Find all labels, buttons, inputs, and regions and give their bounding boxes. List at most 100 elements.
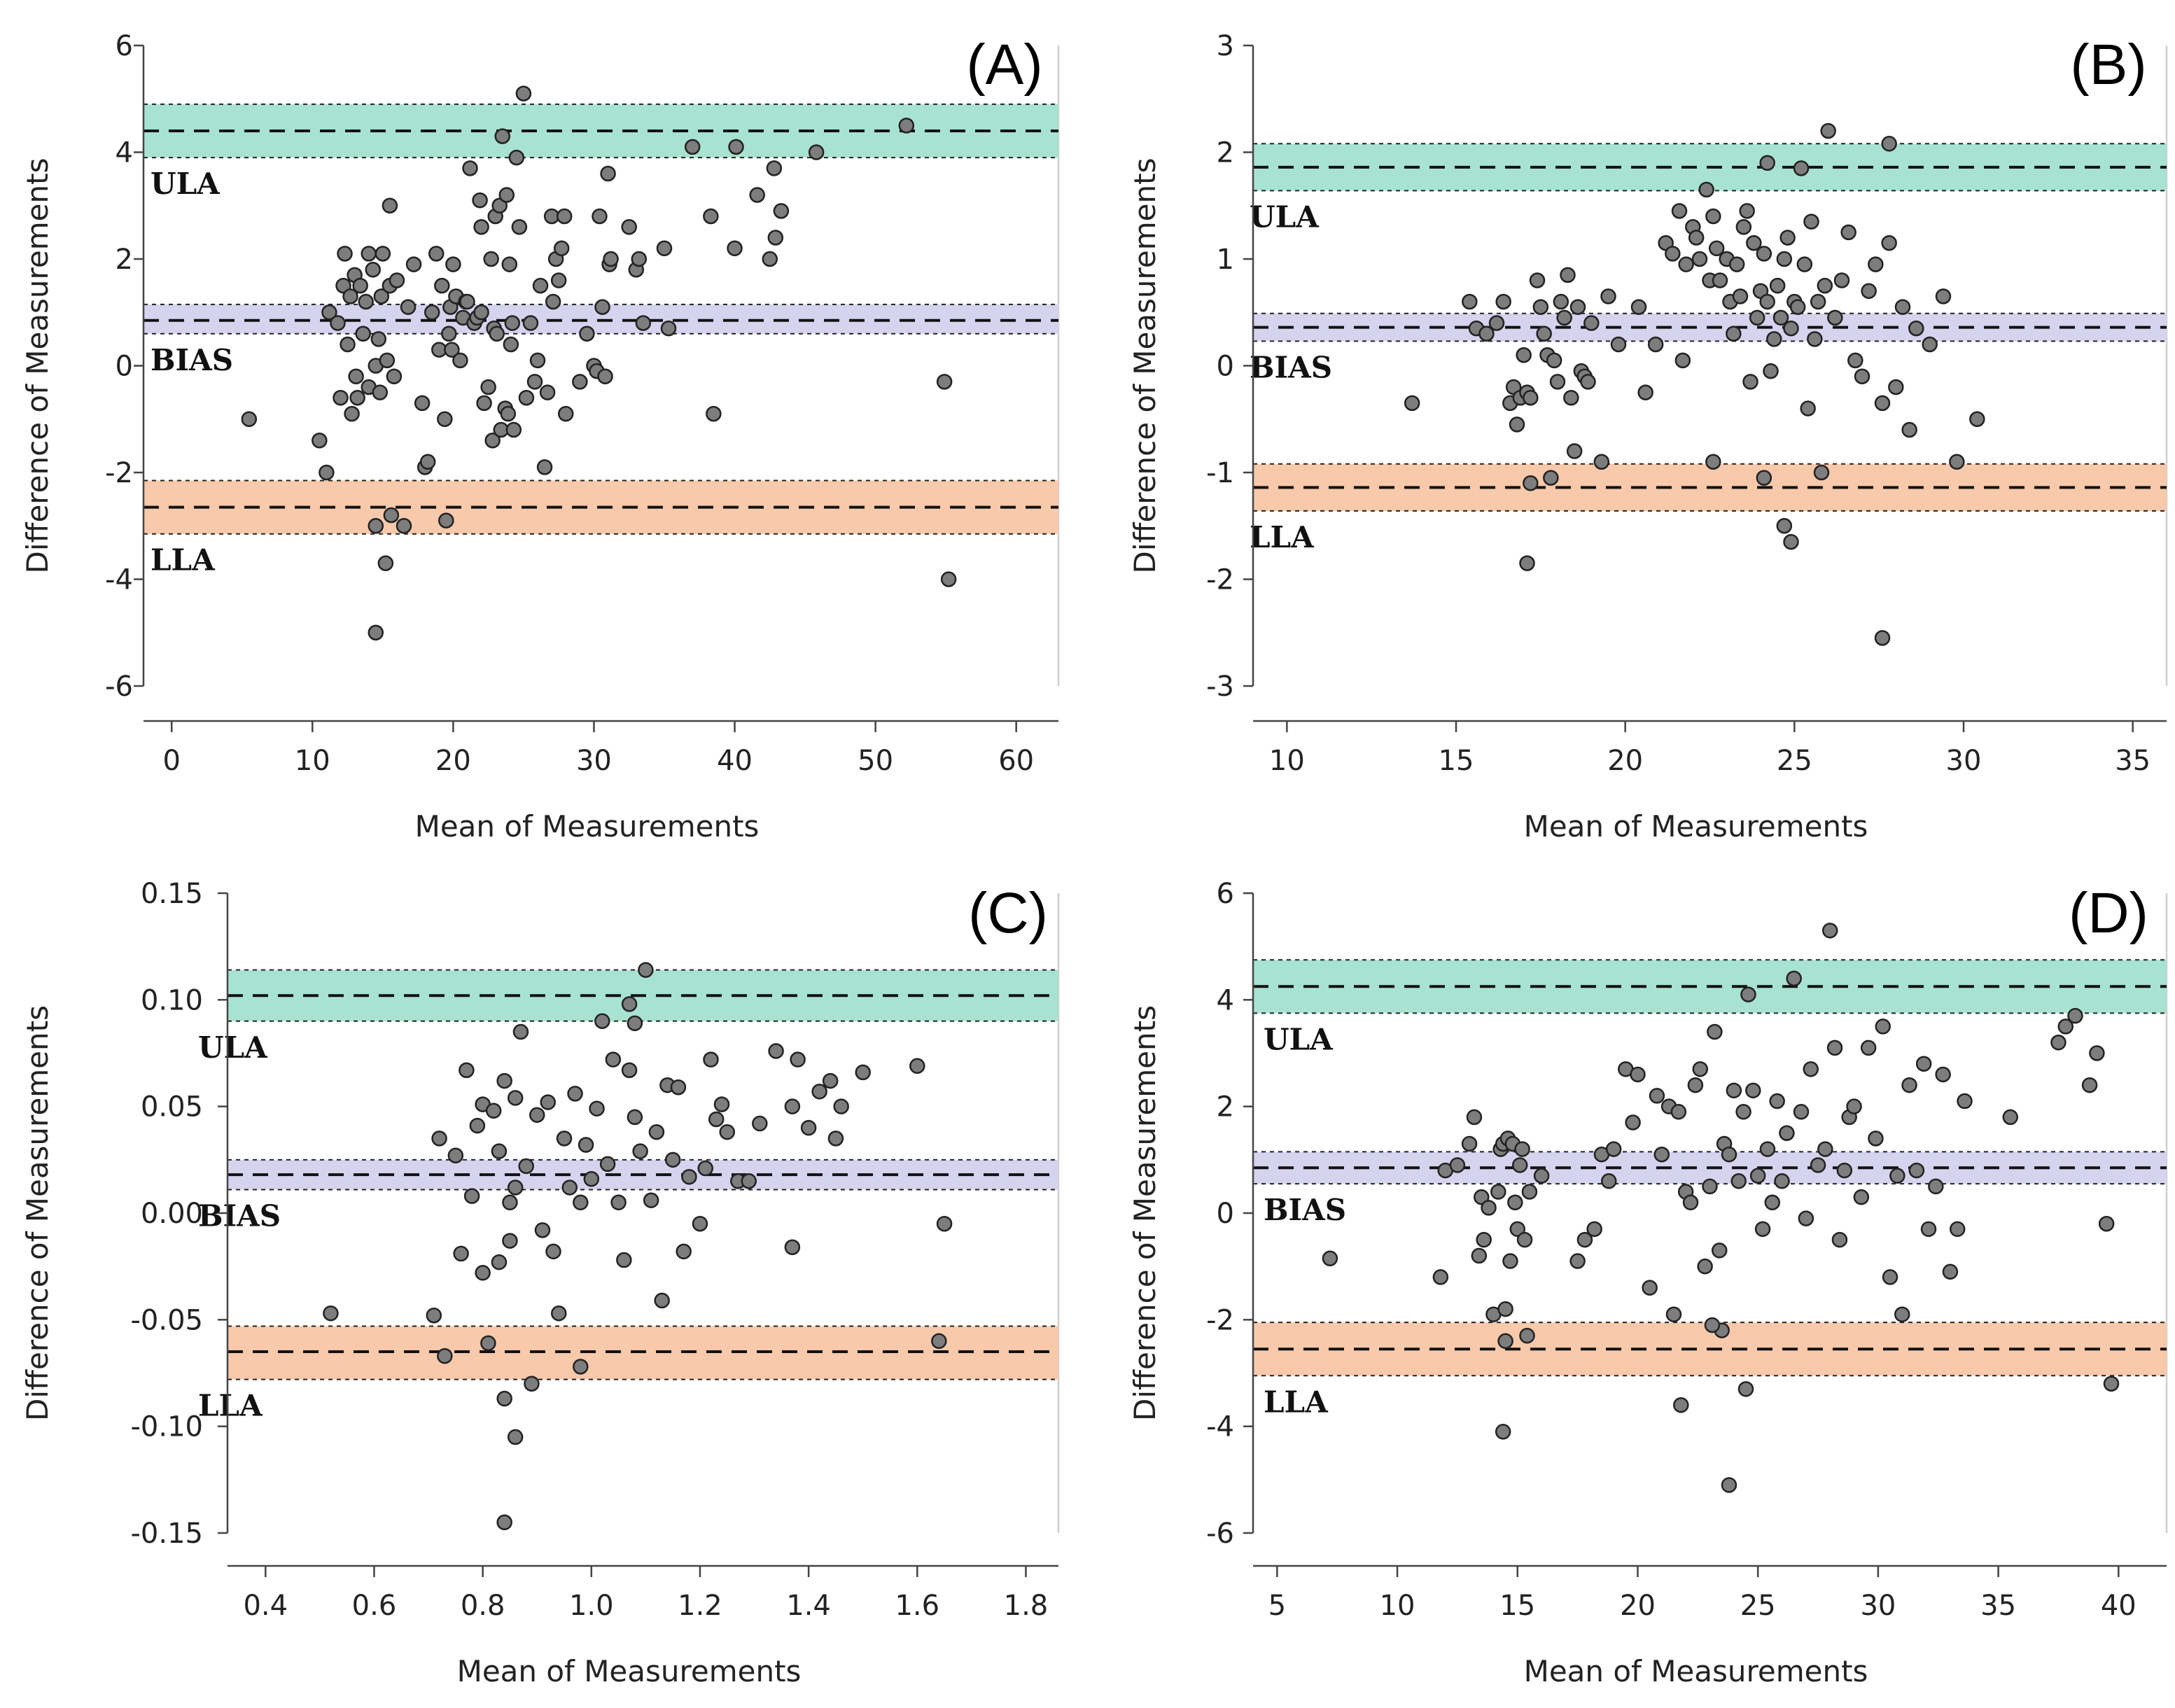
data-point: [1521, 1184, 1538, 1200]
x-tick-label: 1.6: [895, 1590, 939, 1622]
data-point: [1894, 299, 1911, 315]
data-point: [444, 342, 460, 358]
data-point: [372, 384, 389, 400]
data-point: [703, 1051, 719, 1068]
data-point: [545, 1243, 561, 1260]
data-point: [692, 1215, 708, 1232]
data-point: [1875, 1018, 1891, 1035]
data-point: [400, 299, 417, 315]
data-point: [1742, 374, 1758, 390]
data-point: [567, 1086, 583, 1102]
data-point: [1704, 1317, 1721, 1334]
data-point: [752, 1115, 768, 1132]
data-point: [498, 187, 515, 203]
data-point: [1749, 1168, 1766, 1184]
data-point: [573, 1194, 589, 1211]
data-point: [1705, 208, 1721, 225]
data-point: [1908, 1162, 1925, 1179]
data-point: [767, 230, 784, 246]
x-axis-title: Mean of Measurements: [415, 809, 760, 844]
data-point: [447, 1147, 464, 1163]
data-point: [1490, 1184, 1506, 1200]
data-point: [2089, 1045, 2105, 1061]
data-point: [1497, 1333, 1513, 1350]
data-point: [627, 1015, 643, 1032]
data-point: [361, 246, 377, 262]
data-point: [1840, 224, 1856, 241]
data-point: [491, 197, 508, 214]
data-point: [1949, 454, 1965, 470]
data-point: [1745, 1082, 1761, 1099]
data-point: [1759, 293, 1775, 310]
y-tick-label: 4: [116, 137, 133, 169]
data-point: [1796, 256, 1813, 272]
data-point: [1569, 1253, 1586, 1269]
y-tick-label: -6: [1206, 1518, 1234, 1550]
data-point: [501, 256, 518, 272]
data-point: [1920, 1221, 1937, 1238]
data-point: [1712, 272, 1728, 288]
x-tick-label: 25: [1740, 1590, 1776, 1622]
data-point: [484, 433, 501, 449]
data-point: [1691, 251, 1708, 267]
data-point: [1881, 136, 1897, 152]
data-point: [600, 165, 616, 182]
data-point: [654, 1292, 670, 1309]
data-point: [532, 277, 549, 294]
data-point: [1705, 454, 1721, 470]
data-point: [508, 149, 525, 166]
data-point: [1546, 352, 1562, 369]
data-point: [405, 256, 422, 272]
data-point: [1756, 246, 1772, 262]
data-point: [1488, 315, 1505, 331]
data-point: [1665, 1306, 1682, 1322]
data-point: [627, 1109, 643, 1126]
data-point: [1711, 1242, 1728, 1259]
data-point: [511, 219, 528, 235]
x-tick-label: 15: [1499, 1590, 1535, 1622]
data-point: [1833, 272, 1850, 288]
data-point: [475, 1265, 491, 1281]
data-point: [1707, 1023, 1723, 1040]
data-point: [352, 277, 368, 294]
data-point: [1969, 411, 1985, 427]
data-point: [1471, 1247, 1488, 1264]
data-point: [1810, 293, 1826, 310]
y-tick-label: 0.00: [141, 1198, 203, 1230]
y-tick-label: 0: [1217, 351, 1234, 383]
data-point: [503, 336, 519, 353]
data-point: [550, 1305, 567, 1322]
data-point: [1779, 1125, 1795, 1141]
data-point: [1737, 1381, 1754, 1397]
data-point: [459, 293, 475, 310]
data-point: [323, 1305, 339, 1322]
data-point: [473, 219, 489, 235]
x-tick-label: 50: [858, 745, 893, 777]
band-label-bias: BIAS: [1264, 1193, 1346, 1227]
data-point: [749, 187, 765, 203]
data-point: [518, 1158, 534, 1175]
data-point: [557, 405, 574, 422]
data-point: [540, 1094, 556, 1110]
data-point: [1861, 283, 1877, 299]
data-point: [1726, 1082, 1742, 1099]
data-point: [1874, 630, 1891, 646]
data-point: [1766, 331, 1782, 347]
data-point: [800, 1119, 817, 1136]
data-point: [664, 1152, 681, 1168]
data-point: [496, 1514, 512, 1531]
data-point: [437, 411, 453, 427]
y-tick-label: -6: [105, 671, 133, 703]
y-tick-label: 1: [1217, 244, 1234, 276]
data-point: [1523, 390, 1539, 406]
x-tick-label: 10: [1380, 1590, 1415, 1622]
data-point: [940, 571, 957, 587]
y-tick-label: -0.15: [131, 1518, 204, 1550]
data-point: [515, 85, 532, 102]
x-tick-label: 0.6: [352, 1590, 397, 1622]
band-label-bias: BIAS: [198, 1198, 281, 1233]
data-point: [1739, 203, 1755, 219]
data-point: [459, 1062, 475, 1079]
data-point: [855, 1064, 871, 1081]
